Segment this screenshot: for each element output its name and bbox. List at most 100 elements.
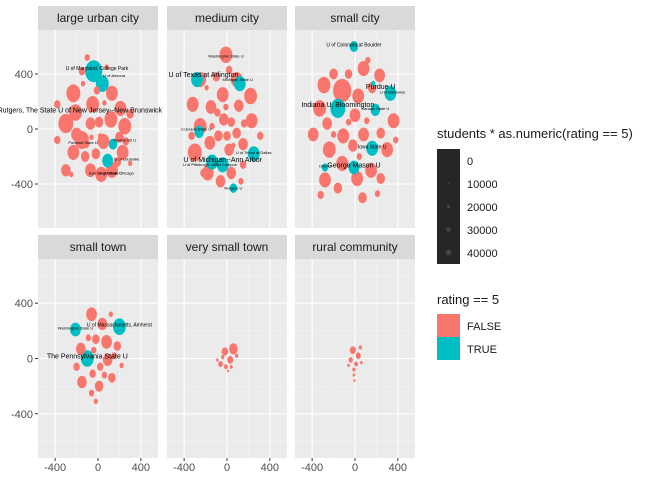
bubble-false: [92, 334, 100, 344]
bubble-false: [229, 343, 238, 355]
bubble-false: [215, 175, 226, 188]
bubble-false: [216, 358, 219, 362]
bubble-label: U of Illinois Chicago: [99, 170, 135, 175]
bubble-false: [66, 84, 81, 103]
bubble-false: [98, 133, 103, 139]
facet-strip: [295, 235, 415, 259]
bubble-false: [187, 143, 202, 162]
bubble-false: [102, 100, 107, 106]
bubble-false: [200, 168, 207, 178]
bubble-false: [91, 148, 101, 160]
bubble-false: [218, 360, 223, 368]
bubble-false: [80, 80, 86, 87]
bubble-false: [347, 363, 350, 368]
bubble-false: [205, 100, 217, 114]
bubble-false: [238, 137, 248, 151]
bubble-false: [89, 134, 94, 140]
bubble-false: [218, 113, 229, 126]
legend-size-label: 20000: [467, 202, 498, 214]
bubble-false: [365, 162, 377, 178]
bubble-false: [111, 352, 117, 360]
bubble-false: [353, 379, 356, 382]
bubble-false: [85, 163, 96, 178]
bubble-true: [321, 163, 329, 172]
bubble-label: San Diego State U: [89, 170, 122, 175]
bubble-false: [73, 362, 80, 371]
legend-size-dot: [445, 249, 452, 256]
bubble-false: [119, 362, 124, 369]
bubble-false: [76, 342, 86, 356]
bubble-false: [337, 128, 350, 144]
bubble-label: Rutgers, The State U of New Jersey--New …: [0, 108, 162, 115]
bubble-false: [113, 157, 122, 167]
bubble-true: [247, 146, 260, 162]
bubble-false: [224, 364, 228, 370]
bubble-label: Florida Intl U: [113, 137, 136, 142]
legend-size-dot: [446, 227, 451, 232]
bubble-false: [387, 113, 400, 129]
bubble-false: [127, 160, 133, 167]
bubble-false: [101, 371, 108, 379]
bubble-label: U of Delaware: [380, 89, 406, 94]
x-tick-label: 400: [389, 462, 407, 474]
bubble-false: [186, 96, 199, 112]
bubble-false: [108, 311, 113, 318]
bubble-false: [238, 177, 244, 185]
bubble-label: George Mason U: [327, 163, 380, 170]
bubble-false: [348, 139, 358, 152]
legend-fill-key: [437, 337, 460, 360]
bubble-false: [319, 172, 331, 188]
bubble-false: [223, 103, 229, 111]
bubble-label: Indiana U, Bloomington: [301, 102, 374, 109]
bubble-false: [227, 369, 230, 373]
bubble-false: [233, 99, 244, 112]
bubble-false: [209, 122, 215, 130]
bubble-false: [77, 375, 87, 389]
bubble-label: U of Texas at Arlington: [168, 72, 238, 79]
bubble-false: [244, 87, 257, 105]
bubble-false: [78, 67, 86, 76]
bubble-false: [364, 117, 370, 125]
bubble-false: [374, 68, 385, 83]
bubble-false: [348, 357, 353, 363]
bubble-false: [227, 117, 236, 127]
bubble-false: [58, 113, 74, 134]
legend-size-title: students * as.numeric(rating == 5): [437, 126, 633, 141]
bubble-false: [113, 341, 122, 351]
bubble-label: U of Texas at Dallas: [236, 150, 272, 155]
legend-size-label: 10000: [467, 179, 498, 191]
bubble-true: [113, 318, 126, 336]
bubble-false: [221, 347, 229, 356]
bubble-false: [225, 65, 233, 74]
bubble-false: [365, 56, 371, 64]
y-tick-label: -400: [11, 179, 33, 191]
facet-title: very small town: [186, 240, 269, 254]
bubble-false: [374, 190, 381, 198]
bubble-false: [104, 111, 118, 128]
bubble-false: [54, 135, 61, 145]
bubble-false: [344, 69, 353, 79]
bubble-false: [229, 364, 233, 369]
bubble-false: [239, 160, 247, 169]
facet-strip: [167, 235, 287, 259]
bubble-false: [89, 369, 96, 378]
bubble-true: [330, 98, 346, 118]
bubble-false: [104, 64, 109, 70]
bubble-true: [102, 153, 114, 168]
bubble-true: [349, 41, 359, 52]
facet-title: large urban city: [57, 11, 139, 25]
bubble-label: U of Massachusetts, Amherst: [87, 323, 153, 329]
bubble-false: [212, 71, 221, 82]
bubble-false: [357, 60, 370, 77]
bubble-true: [191, 71, 203, 88]
y-tick-label: 0: [27, 354, 33, 366]
legend-size-label: 0: [467, 156, 473, 168]
bubble-true: [384, 85, 397, 101]
bubble-label: Washington State U: [208, 54, 244, 59]
x-tick-label: 0: [95, 462, 101, 474]
bubble-false: [355, 352, 361, 360]
bubble-false: [106, 85, 118, 101]
bubble-false: [61, 164, 71, 177]
bubble-false: [102, 353, 113, 367]
